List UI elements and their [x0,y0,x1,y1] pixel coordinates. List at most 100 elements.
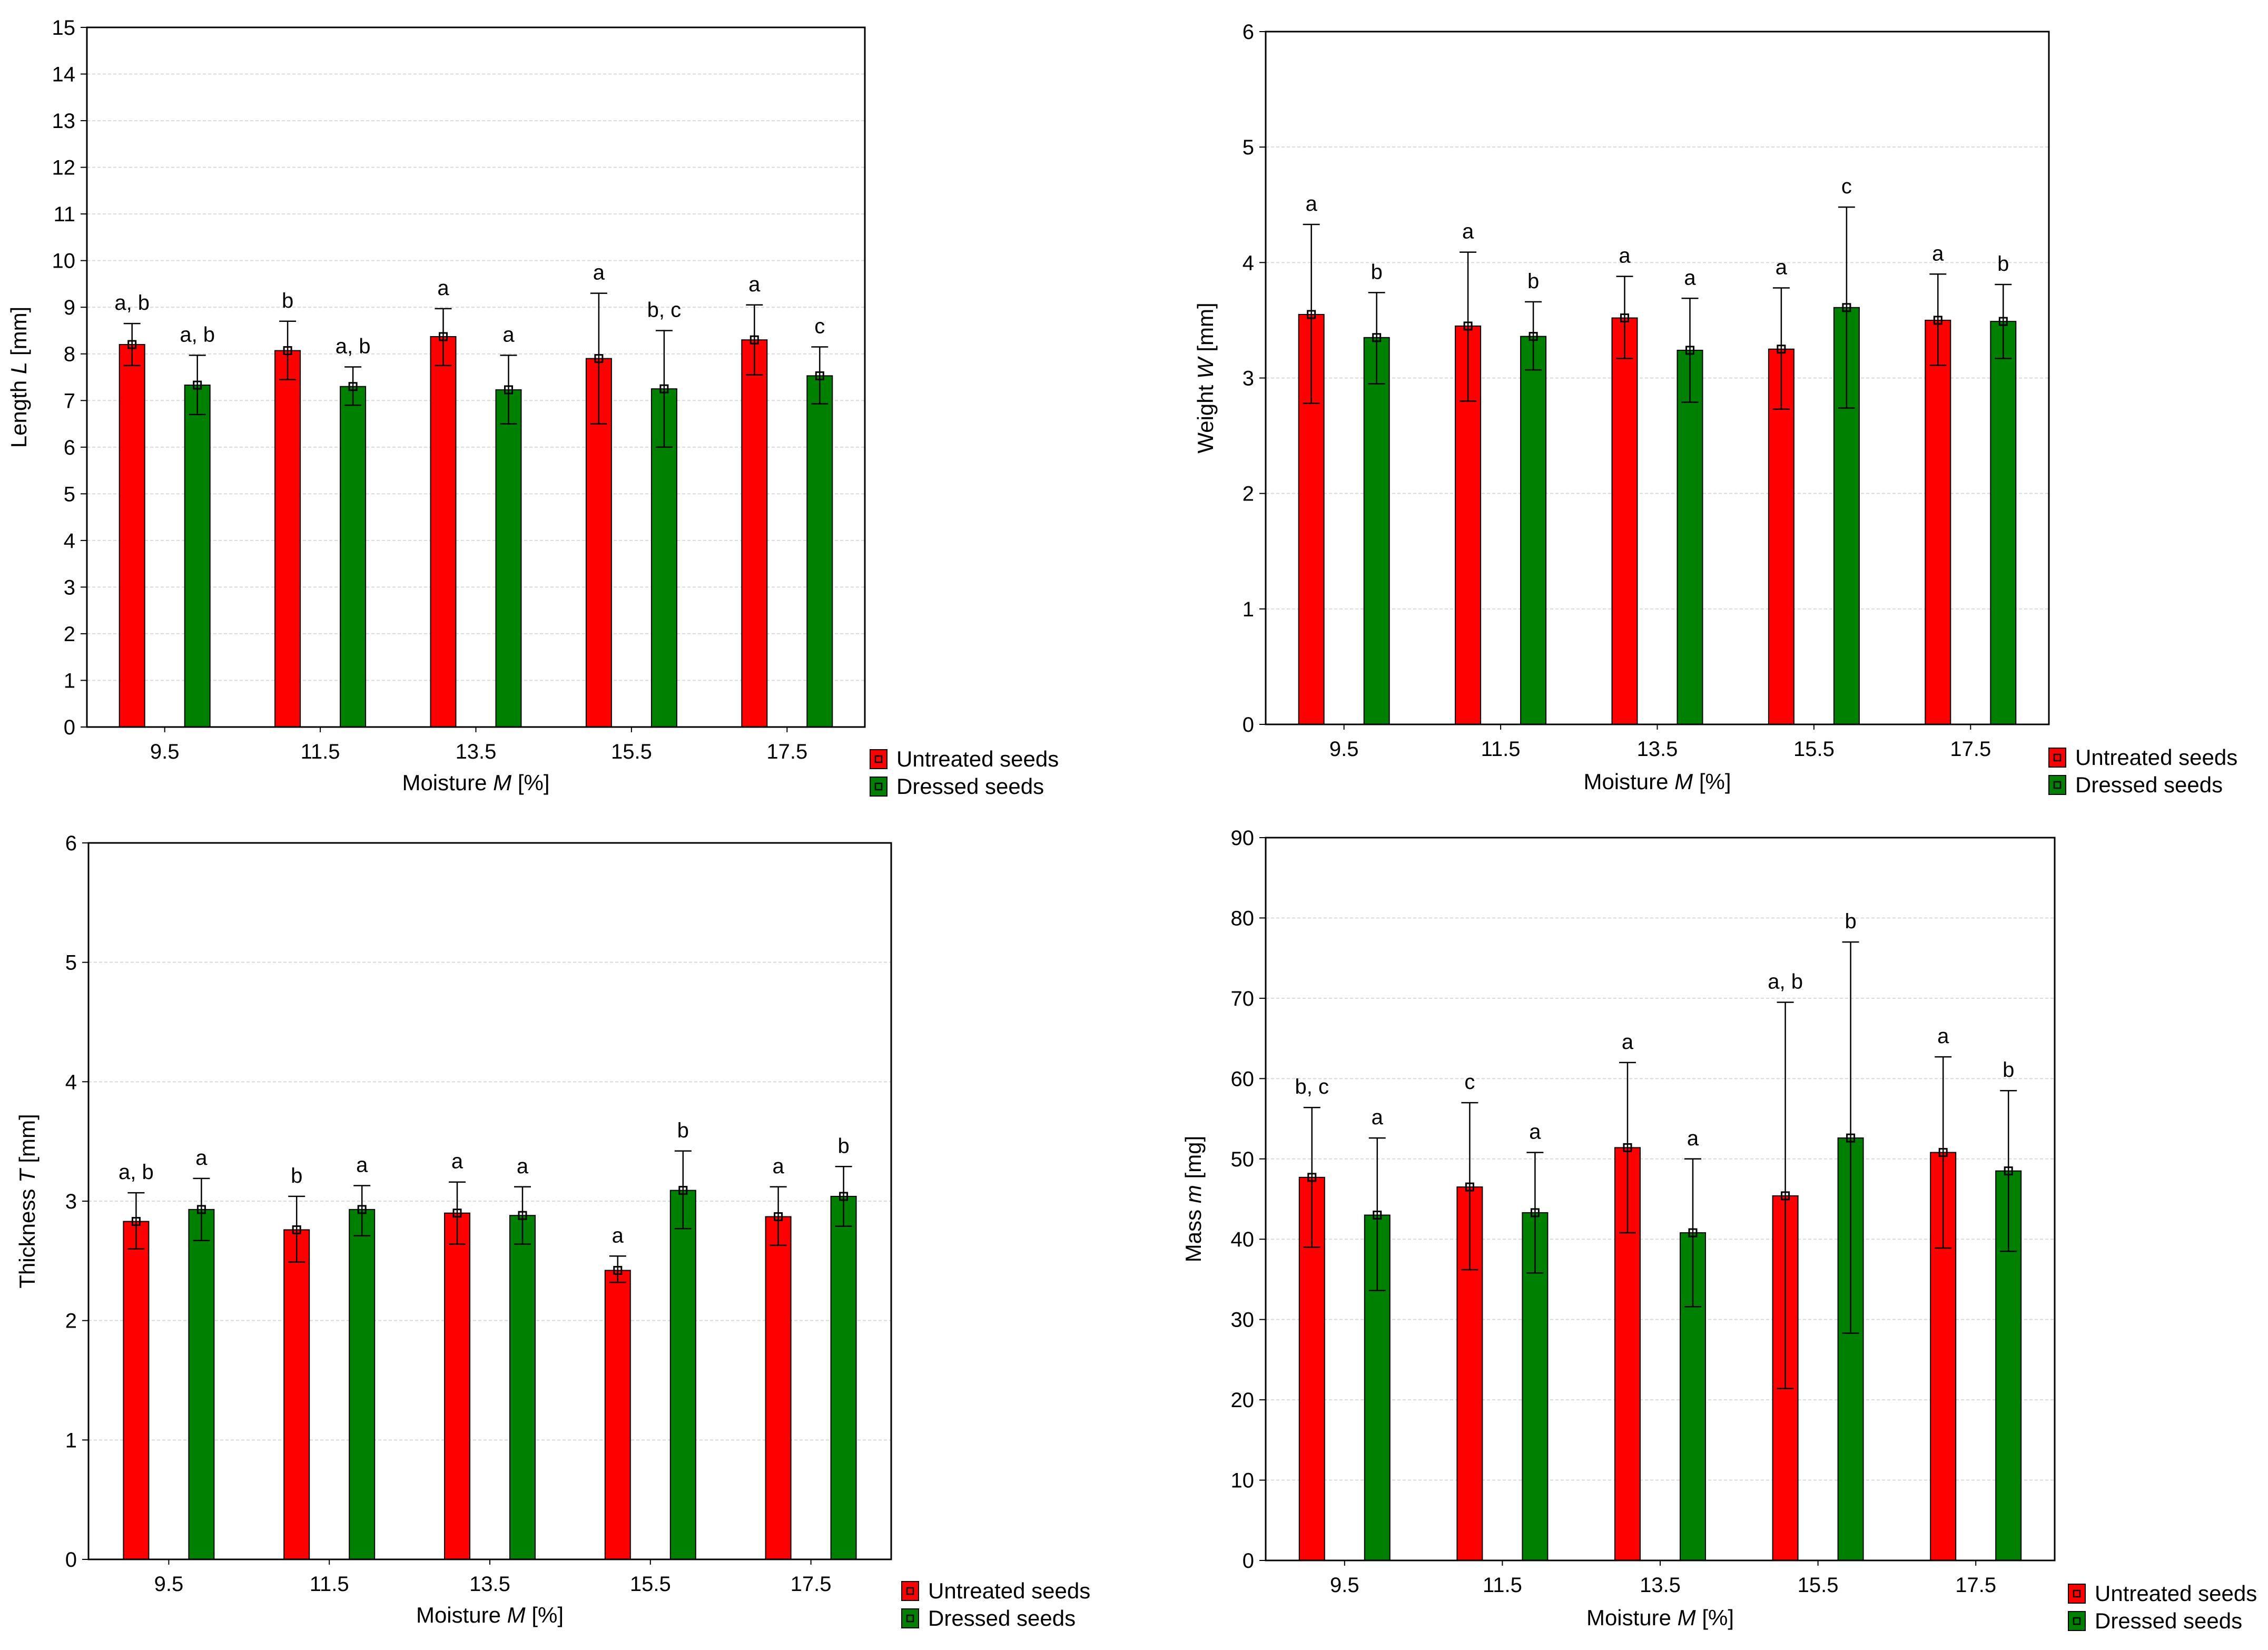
mean-marker [1530,1208,1540,1217]
significance-letter: a [1619,244,1631,268]
y-tick-label: 6 [64,436,75,459]
significance-letter: a [772,1155,784,1178]
y-tick-label: 6 [65,832,77,855]
bar-untreated [765,1216,792,1560]
significance-letter: a [748,273,761,296]
mean-marker [196,1205,206,1214]
x-tick-label: 11.5 [1481,738,1521,761]
y-tick-label: 1 [65,1429,77,1452]
legend-swatch-dressed [901,1608,919,1628]
bar-dressed [188,1209,215,1560]
mean-marker [1688,1228,1698,1238]
bar-dressed [495,389,522,728]
x-axis-label-var: M [1678,1605,1696,1630]
significance-letter: a, b [114,291,150,315]
bar-untreated [1611,317,1638,725]
x-tick-label: 13.5 [469,1573,510,1596]
y-tick-label: 15 [52,16,76,40]
x-axis-label-prefix: Moisture [1586,1605,1678,1630]
significance-letter: a [1684,266,1696,289]
significance-letter: a [1622,1030,1634,1054]
bar-dressed [509,1215,536,1560]
y-axis-label: Thickness T [mm] [15,1114,40,1288]
x-tick-label: 17.5 [791,1573,832,1596]
y-tick-label: 50 [1231,1148,1255,1171]
x-tick-label: 13.5 [1637,738,1678,761]
significance-letter: a [517,1155,529,1178]
legend-marker [2073,1589,2081,1598]
significance-letter: b [1845,910,1856,933]
y-tick-label: 40 [1231,1228,1255,1251]
y-tick-label: 10 [52,250,76,273]
plot-frame [86,26,866,728]
x-axis-label-prefix: Moisture [402,770,493,795]
legend-label-dressed: Dressed seeds [928,1606,1076,1631]
y-tick-label: 3 [65,1190,77,1213]
mean-marker [452,1209,462,1218]
significance-letter: b [1527,270,1539,293]
mean-marker [504,385,513,395]
x-axis-label: Moisture M [%] [1586,1605,1734,1630]
y-tick-label: 3 [1243,367,1254,390]
y-tick-label: 12 [52,156,76,180]
mean-marker [1307,310,1316,319]
significance-letter: a [612,1224,624,1247]
legend-label-untreated: Untreated seeds [896,747,1059,771]
y-axis-label: Length L [mm] [6,307,31,448]
significance-letter: b [2003,1058,2014,1082]
y-tick-label: 0 [1243,713,1254,736]
significance-letter: a [356,1154,368,1177]
legend-marker [906,1587,914,1595]
mean-marker [774,1212,783,1221]
y-axis-label-suffix: [mm] [15,1114,40,1169]
mean-marker [1938,1148,1948,1157]
mean-marker [1685,346,1694,355]
y-tick-label: 1 [64,669,75,692]
significance-letter: a [593,261,605,284]
legend-marker [2053,781,2062,789]
bar-dressed [1363,337,1390,725]
legend-label-dressed: Dressed seeds [2095,1608,2242,1633]
x-axis-label-suffix: [%] [1696,1605,1734,1630]
mean-marker [1781,1191,1790,1201]
bar-untreated [430,336,457,728]
legend-swatch-dressed [870,777,888,797]
y-tick-label: 0 [1243,1549,1254,1573]
significance-letter: b [282,289,293,312]
bar-untreated [1768,348,1794,725]
bar-dressed [1990,321,2017,725]
significance-letter: b [1997,252,2009,276]
bar-dressed [1677,349,1703,725]
y-tick-label: 30 [1231,1309,1255,1332]
significance-letter: a [195,1146,208,1170]
y-tick-label: 60 [1231,1067,1255,1091]
mean-marker [292,1225,301,1234]
mean-marker [659,384,669,394]
bar-untreated [283,1229,310,1560]
mean-marker [1372,333,1382,342]
y-axis-label-var: L [6,362,31,374]
y-tick-label: 13 [52,110,76,133]
y-tick-label: 2 [1243,483,1254,506]
x-axis-label: Moisture M [%] [1583,769,1731,794]
legend-marker [874,755,883,763]
mean-marker [357,1205,367,1214]
significance-letter: b [291,1164,302,1187]
bar-untreated [274,350,301,728]
plot-frame [1265,837,2056,1561]
significance-letter: a [502,323,515,346]
mean-marker [1933,316,1942,325]
y-tick-label: 20 [1231,1389,1255,1412]
y-tick-label: 8 [64,343,75,366]
mean-marker [1998,317,2008,326]
mean-marker [2004,1166,2013,1176]
mean-marker [613,1265,623,1275]
significance-letter: a [1372,1106,1384,1129]
bar-untreated [123,1221,150,1560]
legend-swatch-untreated [870,749,888,769]
y-axis-label: Mass m [mg] [1181,1136,1206,1262]
y-tick-label: 90 [1231,827,1255,850]
significance-letter: c [1841,175,1852,198]
significance-letter: b, c [1295,1075,1329,1098]
